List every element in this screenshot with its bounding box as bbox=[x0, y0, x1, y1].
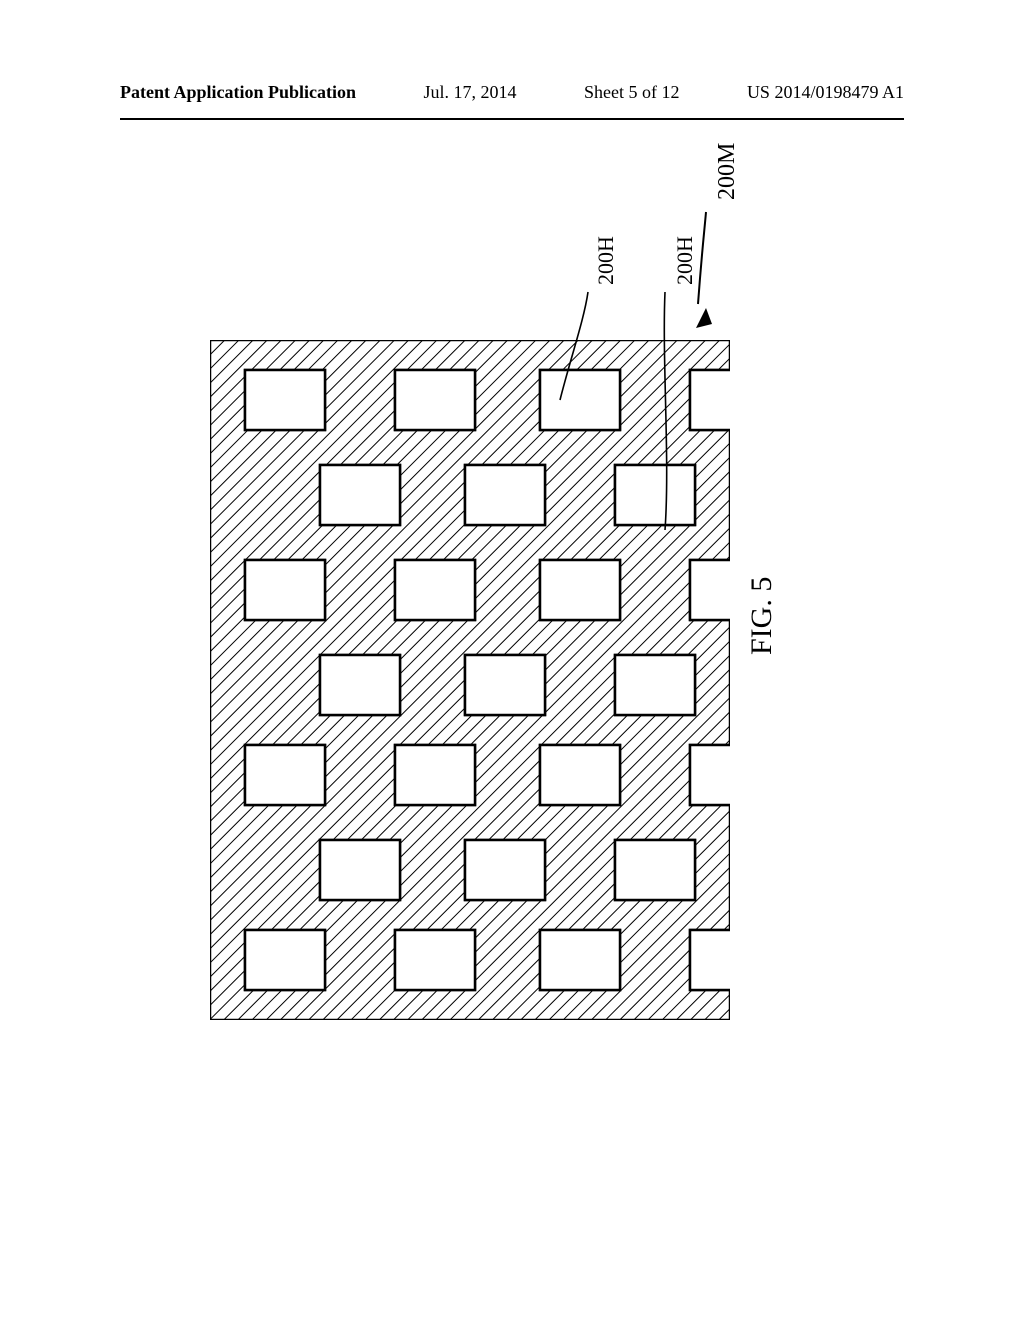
ref-label-200M: 200M bbox=[714, 143, 741, 200]
docnum-label: US 2014/0198479 A1 bbox=[747, 82, 904, 103]
ref-label-200H-upper: 200H bbox=[593, 236, 619, 285]
page-header: Patent Application Publication Jul. 17, … bbox=[0, 82, 1024, 103]
publication-label: Patent Application Publication bbox=[120, 82, 356, 103]
ref-label-200H-lower: 200H bbox=[672, 236, 698, 285]
mask-200M bbox=[210, 340, 730, 1020]
figure-5: 200M 200H 200H FIG. 5 bbox=[0, 340, 1024, 1040]
figure-caption: FIG. 5 bbox=[745, 577, 779, 655]
leader-line-200H-lower bbox=[0, 340, 1, 341]
header-rule bbox=[120, 118, 904, 120]
sheet-label: Sheet 5 of 12 bbox=[584, 82, 679, 103]
date-label: Jul. 17, 2014 bbox=[424, 82, 517, 103]
arrowhead-200M bbox=[692, 302, 722, 332]
